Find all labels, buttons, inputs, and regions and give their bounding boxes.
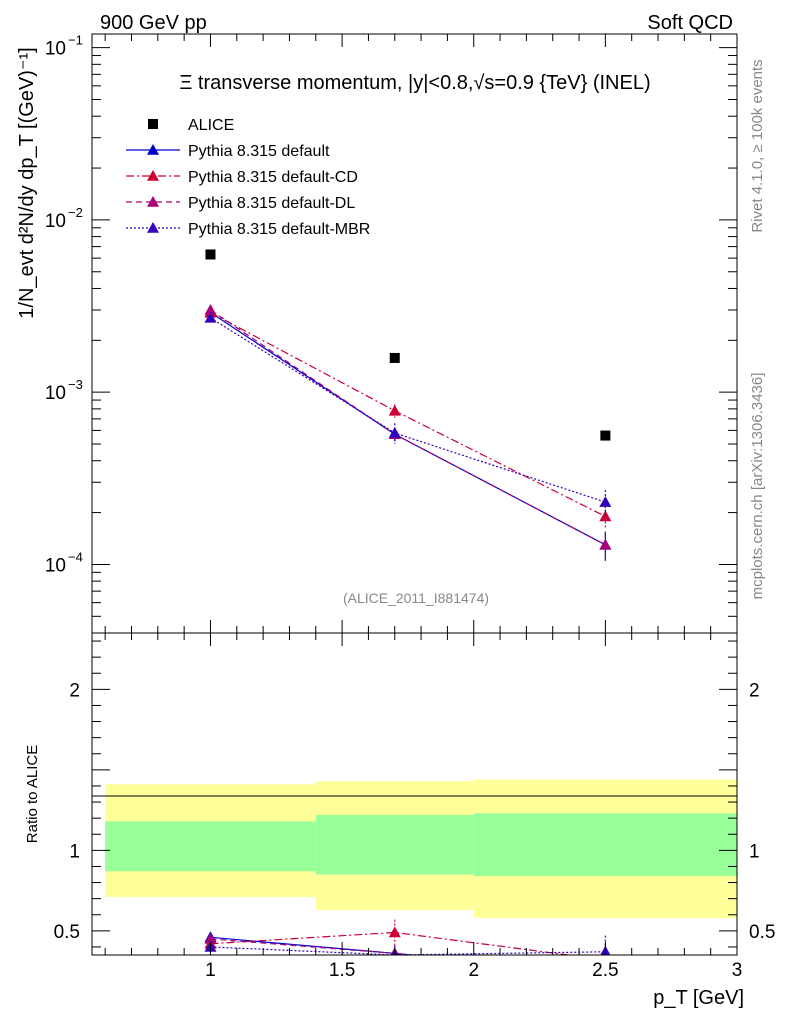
ratio-line — [210, 946, 606, 955]
x-tick-label: 2 — [468, 960, 479, 981]
legend-marker — [147, 196, 159, 207]
main-data — [205, 249, 611, 441]
ratio-bands — [105, 779, 737, 918]
ratio-line — [210, 936, 418, 955]
legend-marker — [147, 222, 159, 233]
legend-label: Pythia 8.315 default-CD — [188, 169, 358, 186]
chart-title: Ξ transverse momentum, |y|<0.8,√s=0.9 {T… — [179, 72, 650, 94]
x-tick-label: 1 — [205, 960, 216, 981]
rivet-label: Rivet 4.1.0, ≥ 100k events — [749, 59, 766, 232]
mcplots-label: mcplots.cern.ch [arXiv:1306.3436] — [749, 373, 766, 600]
series-point — [204, 303, 217, 315]
x-tick-label: 1.5 — [329, 960, 355, 981]
legend-marker — [147, 144, 159, 155]
y-axis-title-ratio: Ratio to ALICE — [24, 745, 41, 843]
series-line — [210, 311, 606, 517]
series-point — [388, 426, 401, 438]
axis-ticks — [92, 34, 738, 955]
legend-label: Pythia 8.315 default-MBR — [188, 221, 370, 238]
y-ratio-tick-label: 1 — [69, 841, 80, 862]
x-tick-label: 3 — [732, 960, 743, 981]
legend-label: Pythia 8.315 default — [188, 143, 330, 160]
legend-label: Pythia 8.315 default-DL — [188, 195, 355, 212]
y-ratio-tick-label: 0.5 — [54, 922, 80, 943]
y-tick-exponent: −1 — [68, 33, 83, 48]
tick-labels: 1 1.5 2 2.5 310−410−310−210 −10.5 0.51 12 2 — [45, 33, 776, 981]
ratio-band-green — [315, 814, 474, 875]
y-tick-label: 10 — [45, 211, 66, 232]
series-line — [210, 312, 606, 546]
ratio-line — [210, 938, 418, 955]
y-tick-exponent: −2 — [68, 205, 83, 220]
y-tick-exponent: −4 — [68, 549, 83, 564]
legend-marker — [148, 119, 158, 129]
series-line — [210, 309, 606, 546]
analysis-label: (ALICE_2011_I881474) — [343, 590, 489, 606]
ratio-point — [204, 932, 217, 944]
y-ratio-tick-label-right: 2 — [749, 680, 760, 701]
y-ratio-tick-label-right: 0.5 — [749, 922, 775, 943]
x-tick-label: 2.5 — [592, 960, 618, 981]
x-axis-title: p_T [GeV] — [653, 987, 744, 1009]
y-ratio-tick-label: 2 — [69, 680, 80, 701]
ratio-frame — [91, 632, 738, 956]
ratio-line — [210, 931, 573, 955]
series-point — [204, 311, 217, 323]
data-point — [205, 249, 216, 260]
y-tick-label: 10 — [45, 39, 66, 60]
y-tick-label: 10 — [45, 555, 66, 576]
legend: ALICE Pythia 8.315 default Pythia 8.315 de… — [126, 117, 370, 238]
y-tick-exponent: −3 — [68, 377, 83, 392]
header-right: Soft QCD — [647, 12, 733, 34]
series-point — [599, 538, 612, 550]
series-point — [599, 496, 612, 507]
series-line — [210, 317, 606, 503]
ratio-point — [388, 926, 401, 938]
y-axis-title-main: 1/N_evt d²N/dy dp_T [(GeV)⁻¹] — [16, 47, 38, 318]
data-point — [600, 430, 611, 441]
ratio-band-green — [105, 821, 316, 872]
y-tick-label: 10 — [45, 383, 66, 404]
legend-label: ALICE — [188, 117, 234, 134]
header-left: 900 GeV pp — [100, 12, 207, 34]
ratio-band-green — [473, 813, 737, 877]
series-point — [388, 404, 401, 416]
main-series — [204, 303, 612, 561]
legend-marker — [147, 170, 159, 181]
ratio-series — [204, 919, 611, 955]
y-ratio-tick-label-right: 1 — [749, 841, 760, 862]
data-point — [389, 352, 400, 363]
